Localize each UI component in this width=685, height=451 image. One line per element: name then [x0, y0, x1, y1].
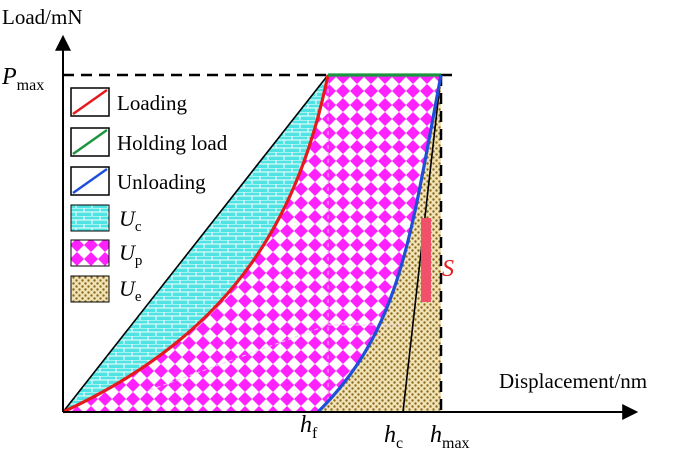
legend: Loading Holding load Unloading Uc Up — [70, 87, 228, 305]
hf-label: hf — [300, 412, 318, 442]
legend-area-uc: Uc — [70, 204, 142, 235]
y-axis-label: Load/mN — [2, 5, 82, 29]
legend-area-ue: Ue — [70, 275, 142, 305]
legend-label-unloading: Unloading — [117, 170, 206, 194]
area-up — [63, 75, 441, 412]
legend-label-holding: Holding load — [117, 131, 228, 155]
legend-item-loading: Loading — [70, 87, 187, 117]
legend-label-loading: Loading — [117, 91, 187, 115]
linear-envelope-line — [62, 74, 329, 413]
area-ue — [318, 75, 441, 412]
hc-label: hc — [384, 422, 403, 451]
svg-text:Ue: Ue — [119, 276, 142, 305]
unloading-curve — [316, 74, 443, 414]
hmax-label: hmax — [430, 422, 470, 451]
legend-area-up: Up — [70, 239, 142, 269]
loading-curve — [62, 74, 330, 414]
legend-item-unloading: Unloading — [70, 166, 206, 196]
svg-text:Up: Up — [119, 240, 142, 269]
pmax-label: Pmax — [1, 64, 44, 94]
stiffness-triangle — [421, 218, 431, 302]
legend-item-holding: Holding load — [70, 127, 228, 157]
x-axis-label: Displacement/nm — [499, 369, 647, 393]
stiffness-label: S — [442, 256, 454, 282]
svg-text:Uc: Uc — [119, 206, 142, 235]
